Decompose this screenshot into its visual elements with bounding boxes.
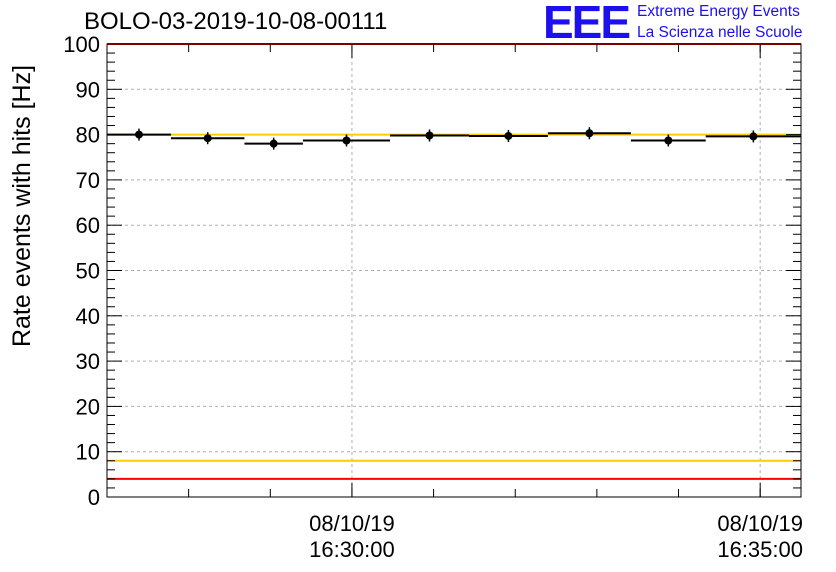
data-point xyxy=(504,131,513,140)
y-tick-label: 70 xyxy=(76,168,100,193)
y-tick-label: 90 xyxy=(76,77,100,102)
plot-frame xyxy=(106,43,802,498)
y-tick-label: 0 xyxy=(88,485,100,510)
data-layer xyxy=(107,127,801,150)
data-point xyxy=(342,136,351,145)
data-point xyxy=(134,130,143,139)
x-tick-label-date: 08/10/19 xyxy=(309,511,395,536)
data-point xyxy=(664,136,673,145)
logo-line-scienza-scuole: La Scienza nelle Scuole xyxy=(637,24,803,41)
y-tick-label: 100 xyxy=(63,32,100,57)
x-tick-label-time: 16:35:00 xyxy=(717,537,803,562)
reference-lines-layer xyxy=(107,43,801,480)
y-tick-label: 30 xyxy=(76,349,100,374)
chart-title: BOLO-03-2019-10-08-00111 xyxy=(84,8,388,35)
data-point xyxy=(203,134,212,143)
grid-layer xyxy=(107,44,801,497)
y-tick-label: 20 xyxy=(76,394,100,419)
eee-logo-mark: EEE xyxy=(543,0,631,48)
y-tick-label: 50 xyxy=(76,259,100,284)
y-tick-label: 80 xyxy=(76,123,100,148)
x-tick-label-time: 16:30:00 xyxy=(309,537,395,562)
y-tick-label: 10 xyxy=(76,440,100,465)
data-point xyxy=(749,132,758,141)
data-point xyxy=(269,139,278,148)
y-tick-label: 60 xyxy=(76,213,100,238)
x-tick-label-date: 08/10/19 xyxy=(717,511,803,536)
logo-line-extreme-energy-events: Extreme Energy Events xyxy=(637,3,800,20)
data-point xyxy=(585,129,594,138)
axis-layer: 010203040506070809010008/10/1916:30:0008… xyxy=(63,32,803,562)
data-point xyxy=(425,131,434,140)
y-tick-label: 40 xyxy=(76,304,100,329)
y-axis-label: Rate events with hits [Hz] xyxy=(8,65,36,347)
eee-logo: EEE Extreme Energy Events La Scienza nel… xyxy=(543,0,833,48)
